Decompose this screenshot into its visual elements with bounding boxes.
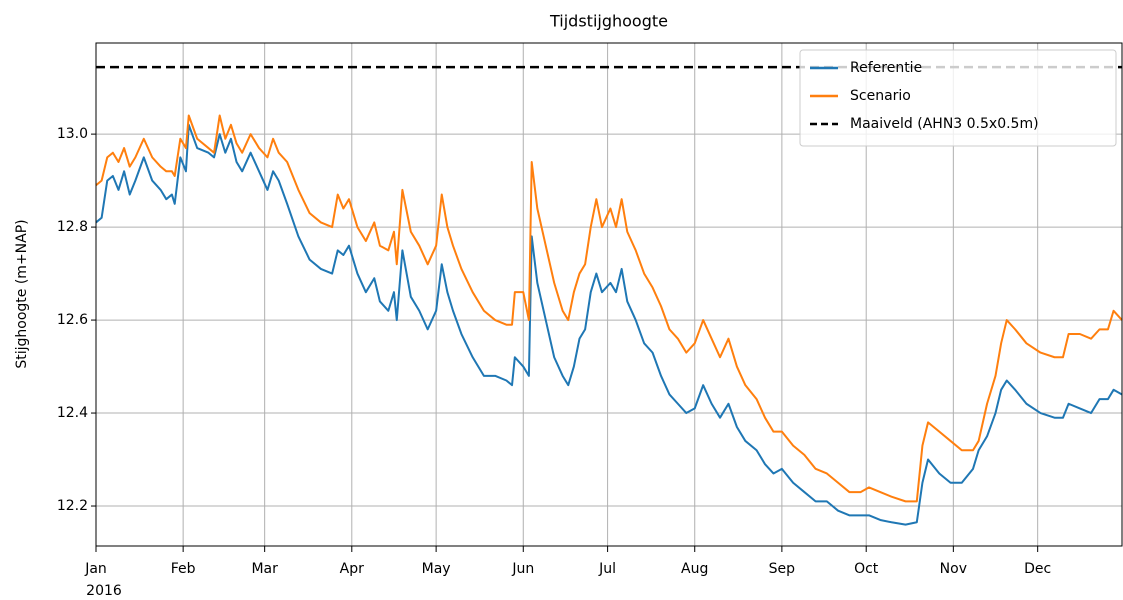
legend-label: Maaiveld (AHN3 0.5x0.5m) [850,116,1039,132]
legend: Referentie Scenario Maaiveld (AHN3 0.5x0.5… [799,49,1117,147]
x-tick-label: Feb [171,561,196,577]
x-tick-label: Mar [251,561,278,577]
y-tick-label: 13.0 [57,126,88,142]
x-tick-label: Jun [511,561,534,577]
y-tick-label: 12.2 [57,498,88,514]
y-axis-label: Stijghoogte (m+NAP) [14,219,30,368]
x-tick-label: May [422,561,451,577]
y-tick-label: 12.4 [57,405,88,421]
x-tick-label: Oct [854,561,879,577]
series-line [95,123,1123,526]
x-tick-label: Aug [681,561,708,577]
x-tick-label: Dec [1024,561,1051,577]
legend-label: Scenario [850,88,911,104]
plot-frame [95,42,1123,547]
x-tick-label: Apr [340,561,364,577]
x-tick-label: Nov [940,561,967,577]
series-line [95,114,1123,503]
legend-box [799,49,1117,147]
chart-title: Tijdstijghoogte [549,12,668,31]
x-tick-label: Sep [769,561,796,577]
x-tick-label: Jul [598,561,616,577]
y-tick-label: 12.8 [57,219,88,235]
year-label: 2016 [86,583,122,599]
x-tick-label: Jan [84,561,107,577]
y-tick-label: 12.6 [57,312,88,328]
legend-label: Referentie [850,60,922,76]
